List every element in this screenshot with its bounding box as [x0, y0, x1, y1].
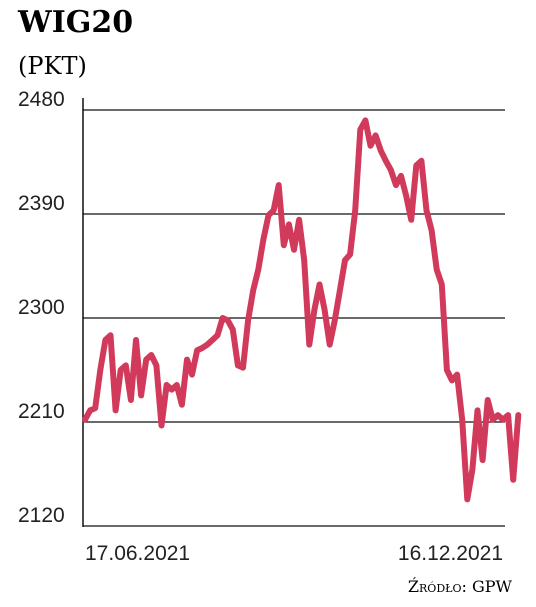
y-tick-label: 2210 — [18, 400, 65, 423]
y-tick-label: 2300 — [18, 296, 65, 319]
y-tick-label: 2120 — [18, 504, 65, 527]
chart-title: WIG20 — [17, 5, 133, 40]
x-tick-label: 16.12.2021 — [398, 542, 503, 565]
y-tick-label: 2480 — [18, 88, 65, 111]
data-line — [82, 117, 522, 503]
y-tick-label: 2390 — [18, 192, 65, 215]
chart-subtitle: (PKT) — [18, 52, 87, 80]
source: Źródło: GPW — [408, 576, 513, 596]
x-tick-label: 17.06.2021 — [85, 542, 190, 565]
